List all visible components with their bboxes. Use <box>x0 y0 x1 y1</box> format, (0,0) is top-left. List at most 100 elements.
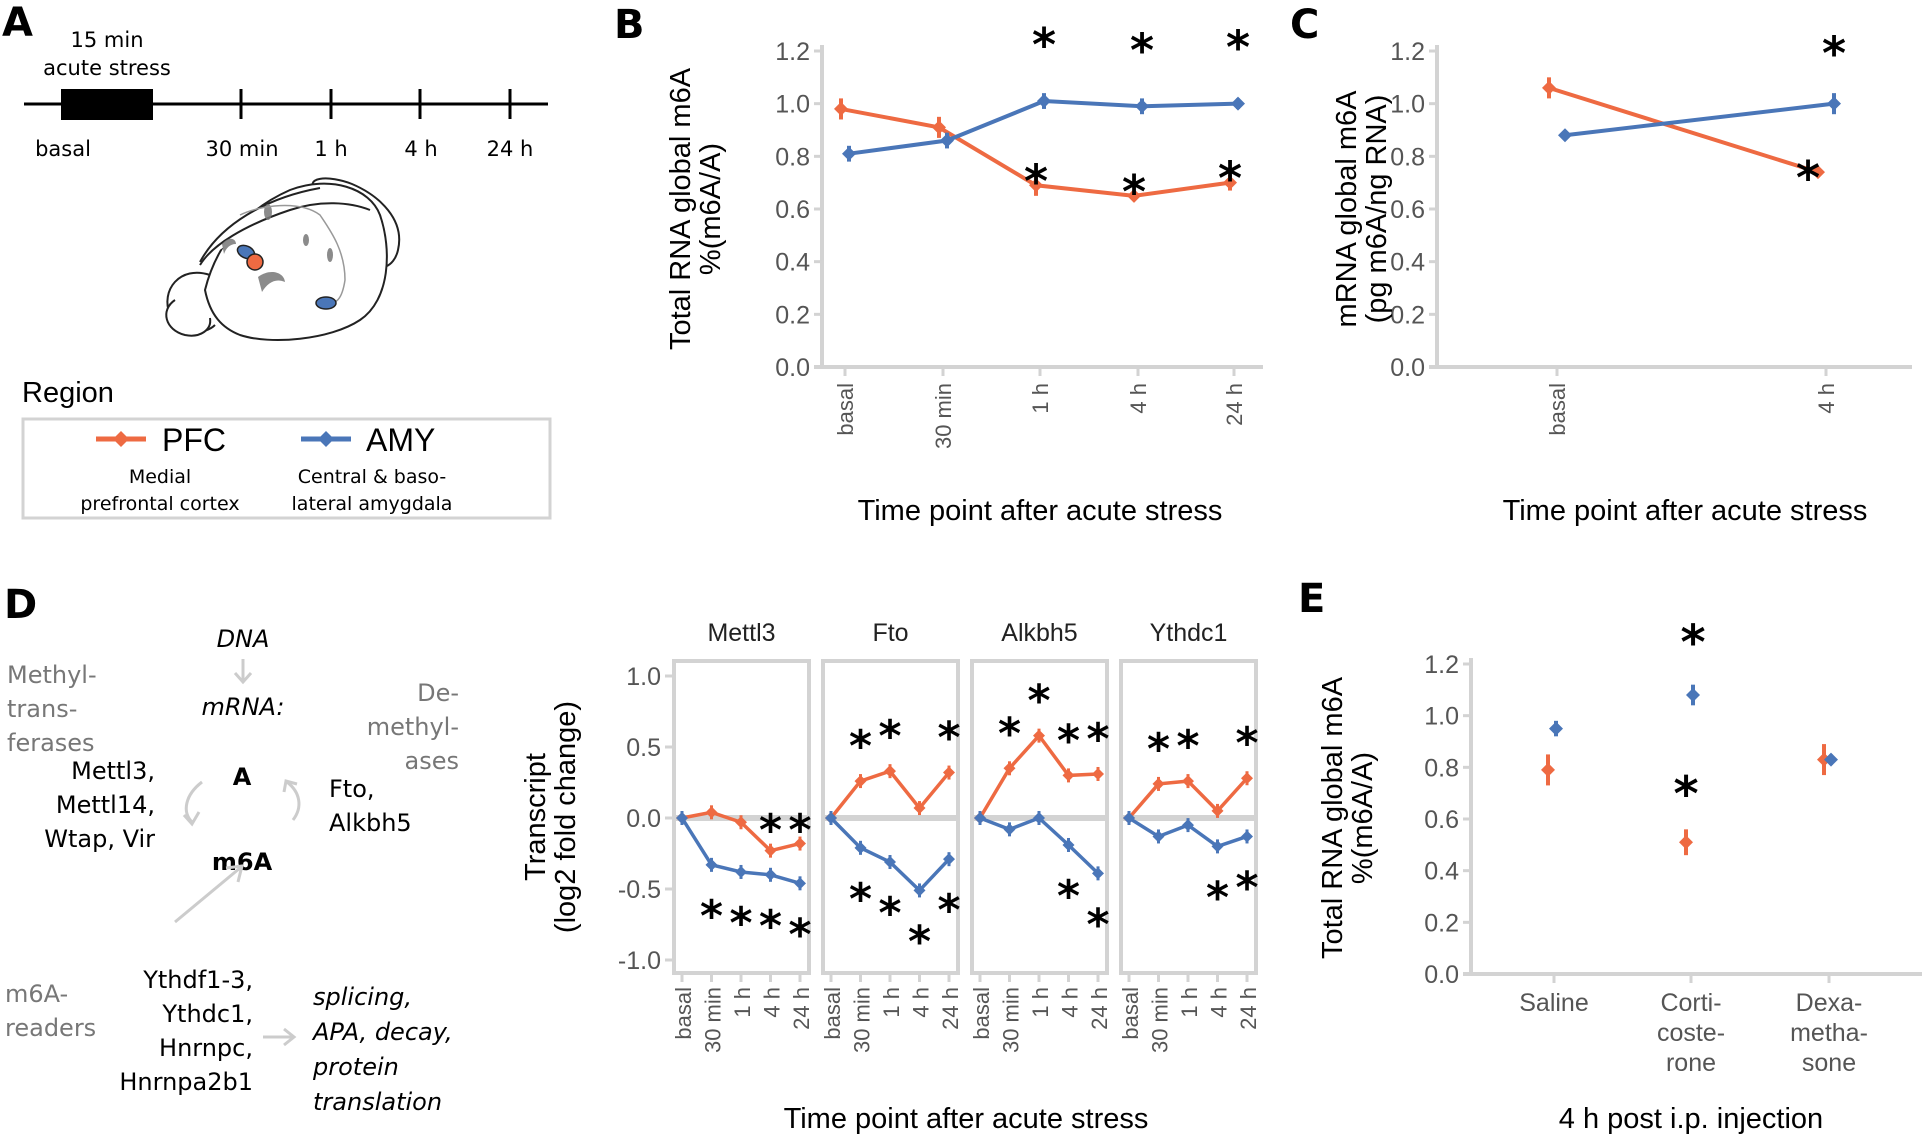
data-point-amy <box>1003 823 1016 836</box>
y-tick-label: 0.8 <box>1424 754 1459 782</box>
methylation-arrow-icon <box>184 780 203 824</box>
data-point-pfc <box>884 765 896 778</box>
legend-amy-label: AMY <box>366 422 435 458</box>
significance-marker: * <box>1226 21 1250 75</box>
brain-outline-inner <box>239 204 346 303</box>
brain-structures <box>222 204 333 292</box>
y-tick-label: 1.2 <box>775 38 810 66</box>
x-tick-label: 24 h <box>789 987 814 1030</box>
data-point-pfc <box>1029 178 1043 193</box>
significance-marker: * <box>1176 721 1199 772</box>
data-point-pfc <box>943 766 955 779</box>
demethylases-title: ases <box>405 747 459 775</box>
y-tick-label: 0.2 <box>775 301 810 329</box>
data-point-pfc <box>1003 762 1016 775</box>
data-point-amy <box>974 812 986 824</box>
legend-title: Region <box>22 377 114 409</box>
series-line-amy <box>979 815 1100 875</box>
data-point-pfc <box>1182 775 1194 788</box>
data-point-amy <box>854 841 867 854</box>
methyltransferase-genes: Mettl3, <box>71 757 155 785</box>
x-tick-label: 1 h <box>1177 987 1202 1018</box>
legend-pfc-desc: prefrontal cortex <box>80 493 239 515</box>
significance-marker: * <box>1122 165 1146 219</box>
data-point-pfc <box>1127 188 1141 203</box>
x-tick-label: Saline <box>1519 989 1589 1017</box>
data-point-amy <box>1033 812 1045 824</box>
data-point-amy <box>1211 840 1224 853</box>
x-tick-label: 30 min <box>701 987 726 1053</box>
series-line-pfc <box>1548 85 1819 175</box>
significance-marker: * <box>1796 151 1820 205</box>
arrow-head-icon <box>225 864 244 883</box>
stress-type-label: acute stress <box>43 56 171 80</box>
demethylases-title: De- <box>417 679 459 707</box>
significance-marker: * <box>1822 27 1846 81</box>
data-point-pfc <box>794 837 806 850</box>
data-point-amy <box>913 884 926 897</box>
x-tick-label: basal <box>671 987 696 1040</box>
y-tick-label: -1.0 <box>618 947 661 975</box>
facet-title: Mettl3 <box>707 619 775 647</box>
significance-marker: * <box>908 916 931 967</box>
x-tick-label: 24 h <box>1222 383 1247 426</box>
stress-duration-label: 15 min <box>71 28 144 52</box>
data-point-pfc <box>735 816 747 829</box>
y-tick-label: 0.4 <box>1390 249 1425 277</box>
significance-marker: * <box>849 874 872 925</box>
facet-title: Fto <box>872 619 908 647</box>
data-point-pfc <box>1062 769 1075 782</box>
readers-title: m6A- <box>5 980 68 1008</box>
y-tick-label: 0.0 <box>626 805 661 833</box>
m6a-pathway-diagram: DNA mRNA: A m6A Methyl- trans- ferases D… <box>5 625 459 1116</box>
significance-marker: * <box>1027 676 1050 727</box>
x-tick-label: sone <box>1802 1049 1856 1077</box>
data-point-amy <box>884 856 896 869</box>
data-point-pfc <box>1092 767 1104 780</box>
significance-marker: * <box>788 805 811 856</box>
data-point-amy <box>705 858 718 871</box>
y-axis-label: (log2 fold change) <box>550 701 582 933</box>
data-point-amy <box>1135 99 1149 114</box>
x-tick-label: 30 min <box>931 383 956 449</box>
chart-d-transcript-fold-change: -1.0 -0.5 0.0 0.5 1.0 Transcript(log2 fold ch… <box>520 619 1261 1135</box>
legend-pfc-diamond-icon <box>113 431 129 447</box>
data-point-pfc <box>1679 835 1693 850</box>
y-tick-label: 0.4 <box>775 249 810 277</box>
significance-marker: * <box>1032 18 1056 72</box>
reader-outcomes: translation <box>313 1088 442 1116</box>
significance-marker: * <box>1680 615 1705 671</box>
data-point-pfc <box>1541 762 1555 777</box>
data-point-amy <box>794 877 806 890</box>
y-tick-label: 1.0 <box>626 663 661 691</box>
data-point-amy <box>1827 96 1841 111</box>
legend-entry-amy: AMY Central & baso- lateral amygdala <box>292 422 453 515</box>
y-axis-label: mRNA global m6A <box>1331 90 1363 328</box>
reader-genes: Hnrnpa2b1 <box>119 1068 253 1096</box>
significance-marker: * <box>700 891 723 942</box>
y-tick-label: 0.8 <box>775 143 810 171</box>
data-point-amy <box>1558 128 1572 143</box>
significance-marker: * <box>1057 871 1080 922</box>
x-tick-label: 24 h <box>1236 987 1261 1030</box>
reader-outcomes: APA, decay, <box>311 1018 453 1046</box>
x-tick-label: 1 h <box>730 987 755 1018</box>
data-point-amy <box>735 865 747 878</box>
data-point-amy <box>1092 867 1104 880</box>
reader-genes: Hnrnpc, <box>159 1034 253 1062</box>
timeline-label-1h: 1 h <box>314 137 347 161</box>
y-tick-label: 0.5 <box>626 734 661 762</box>
significance-marker: * <box>849 721 872 772</box>
stress-period-bar <box>61 89 153 120</box>
data-point-amy <box>1062 838 1075 851</box>
x-tick-label: basal <box>833 383 858 436</box>
legend-entry-pfc: PFC Medial prefrontal cortex <box>80 422 239 515</box>
significance-marker: * <box>1086 899 1109 950</box>
data-point-amy <box>1231 96 1245 111</box>
data-point-pfc <box>1152 777 1165 790</box>
significance-marker: * <box>937 885 960 936</box>
y-axis-label: %(m6A/A) <box>1347 752 1379 884</box>
significance-marker: * <box>1057 715 1080 766</box>
data-point-amy <box>1037 94 1051 109</box>
